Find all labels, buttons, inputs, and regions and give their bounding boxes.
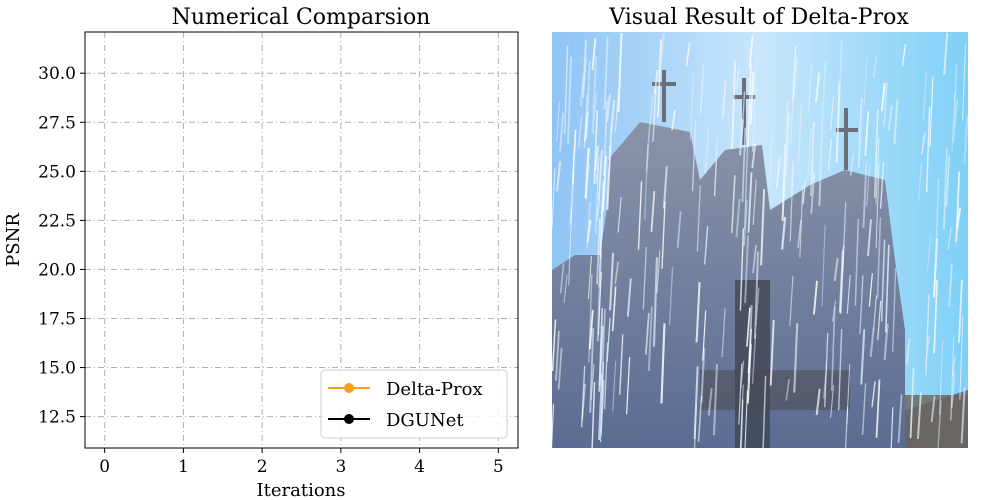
legend-marker-delta-prox [344,383,354,393]
y-tick-label: 12.5 [38,408,76,428]
x-tick-label: 5 [493,457,504,477]
x-axis: 0 1 2 3 4 5 [99,448,504,477]
y-axis: 12.5 15.0 17.5 20.0 22.5 25.0 27.5 30.0 [38,64,85,428]
x-axis-title: Iterations [257,480,346,500]
y-tick-label: 22.5 [38,211,76,231]
y-tick-label: 25.0 [38,162,76,182]
legend-marker-dgunet [344,414,354,424]
psnr-chart: Numerical Comparsion 0 1 2 3 4 5 12.5 15.0 17.5… [3,5,519,500]
x-tick-label: 3 [335,457,346,477]
legend-entry-delta-prox: Delta-Prox [328,379,483,400]
chart-title: Numerical Comparsion [172,5,431,30]
legend-label-dgunet: DGUNet [386,410,464,431]
legend-label-delta-prox: Delta-Prox [386,379,483,400]
y-tick-label: 17.5 [38,309,76,329]
y-tick-label: 27.5 [38,113,76,133]
y-axis-title: PSNR [3,213,24,267]
y-tick-label: 30.0 [38,64,76,84]
rain-streaks [552,32,968,448]
y-tick-label: 15.0 [38,359,76,379]
plot-area-frame [84,31,519,449]
x-tick-label: 1 [178,457,189,477]
legend: Delta-Prox DGUNet [320,369,508,439]
y-tick-label: 20.0 [38,260,76,280]
rainy-church-photo [552,32,968,448]
image-panel-title: Visual Result of Delta-Prox [608,5,909,30]
visual-result-panel: Visual Result of Delta-Prox [552,5,968,448]
x-tick-label: 0 [99,457,110,477]
x-tick-label: 4 [414,457,425,477]
legend-entry-dgunet: DGUNet [328,410,464,431]
x-tick-label: 2 [257,457,268,477]
